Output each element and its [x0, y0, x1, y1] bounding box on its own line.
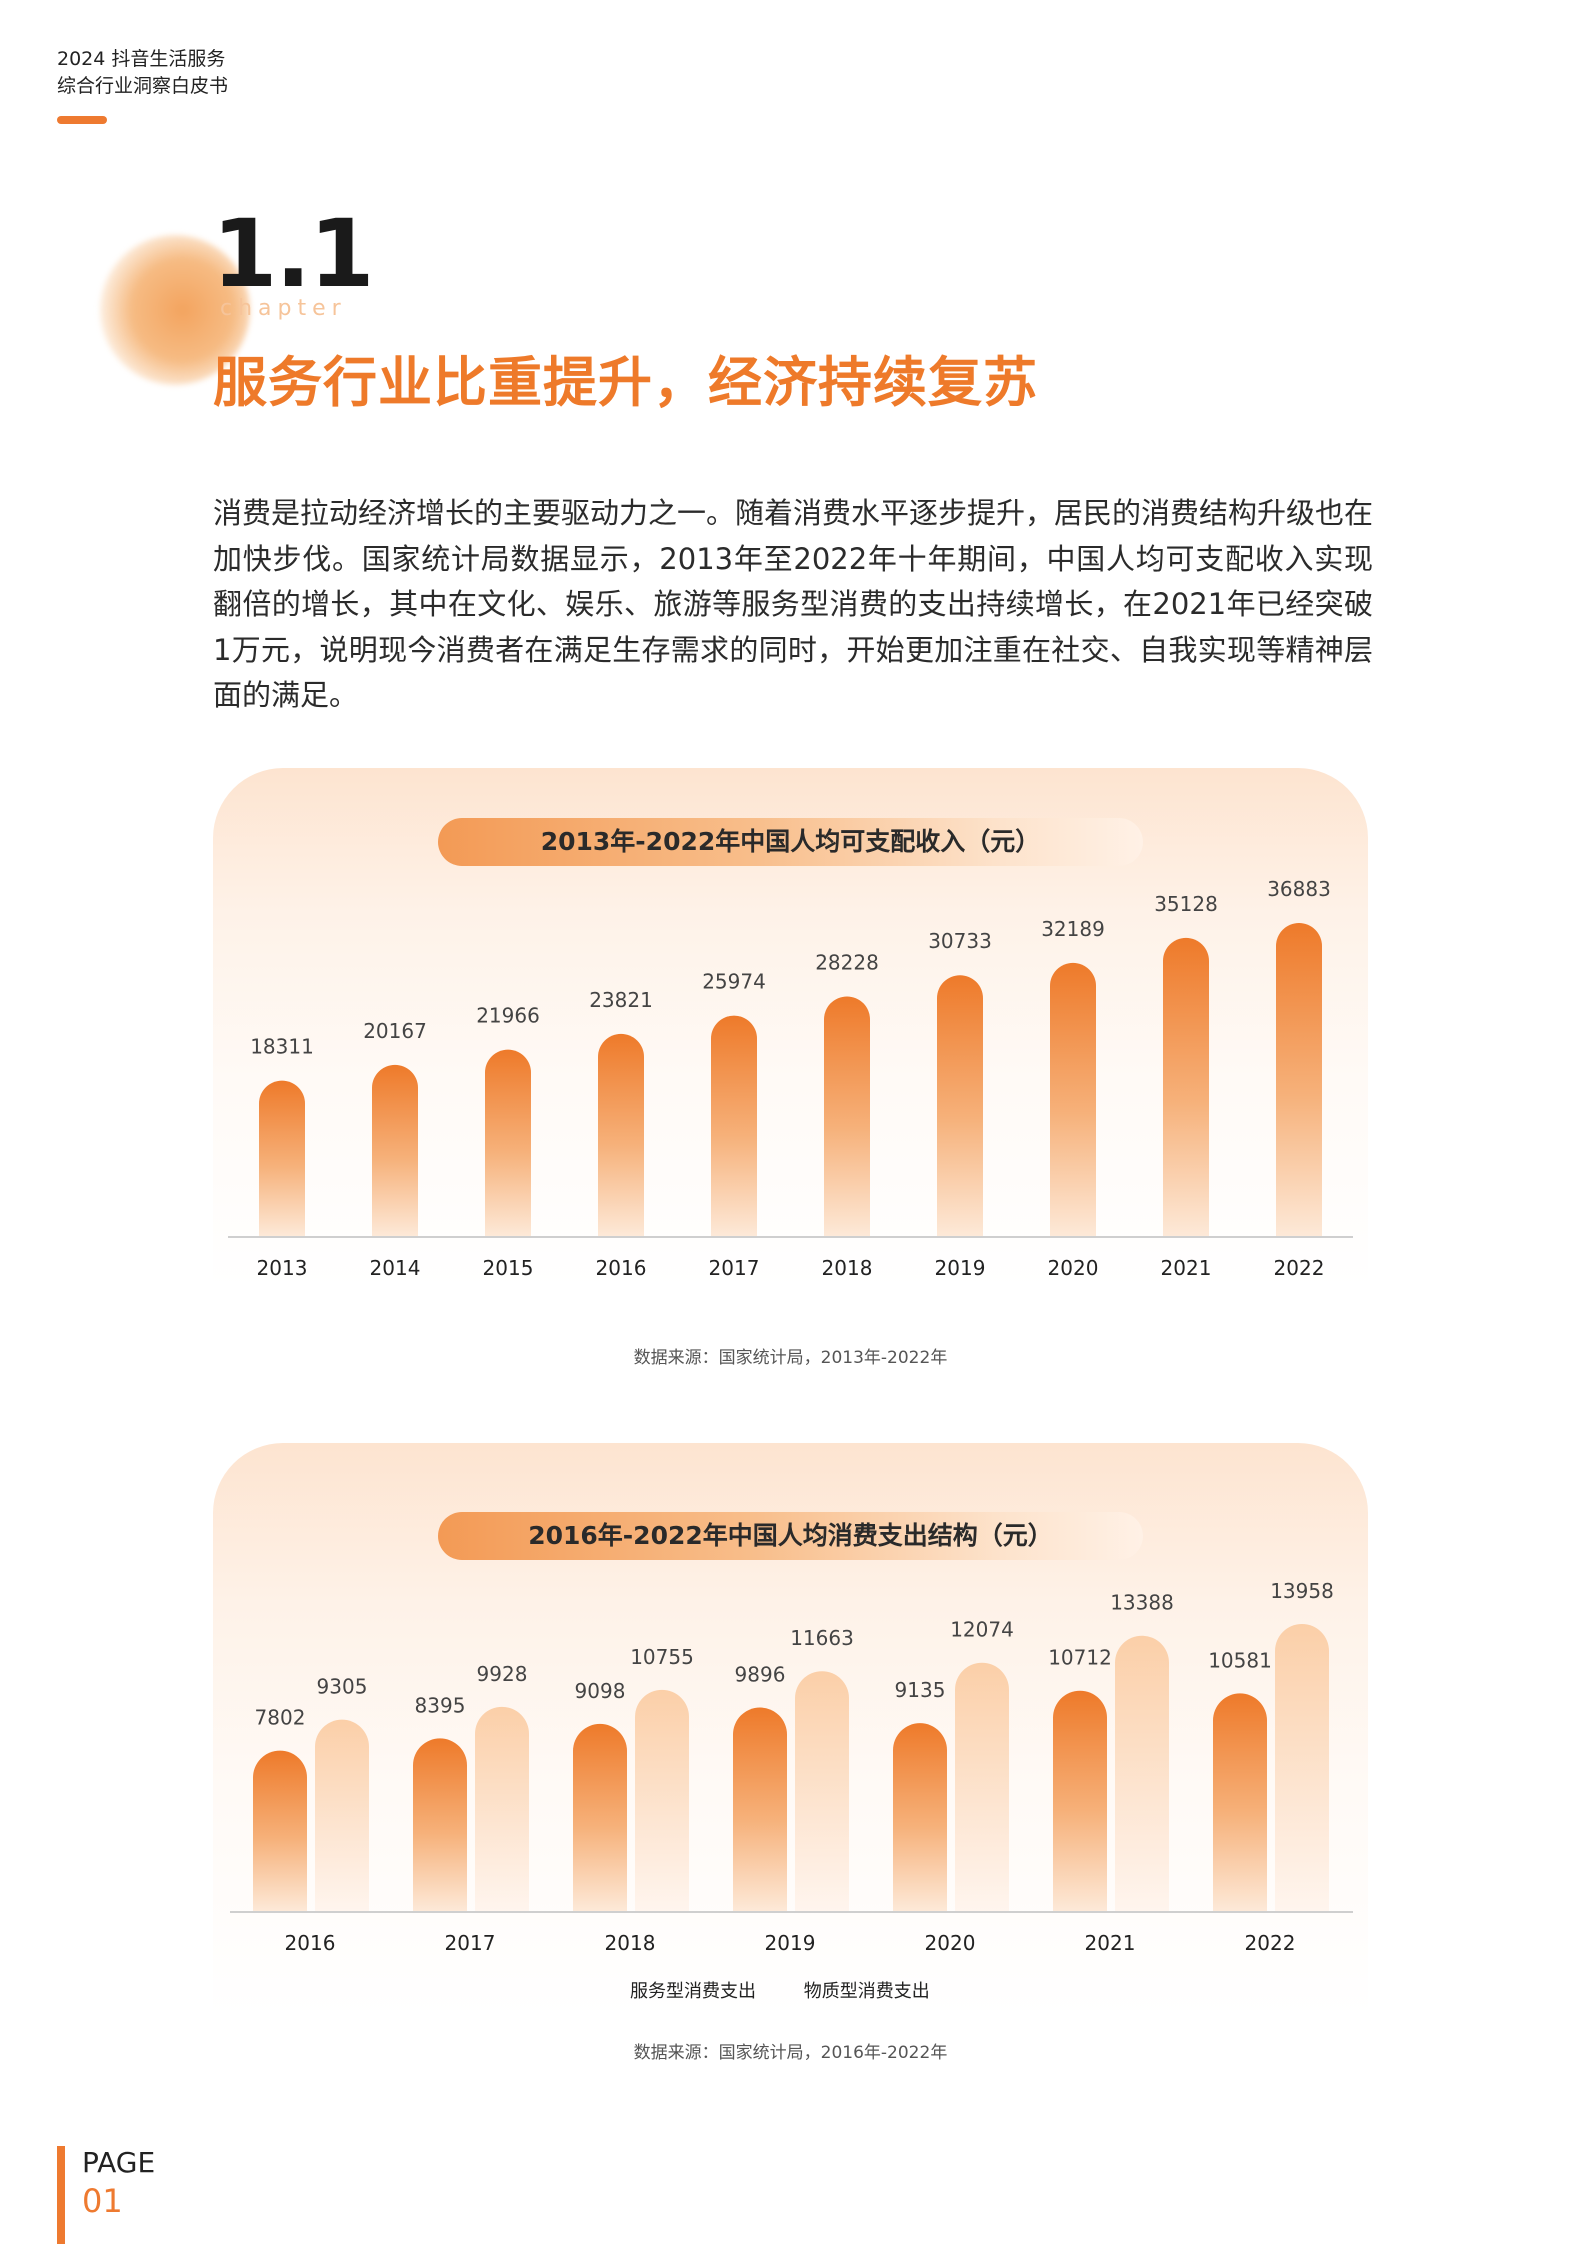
income-chart-source: 数据来源：国家统计局，2013年-2022年 [633, 1348, 948, 1368]
page-label: PAGE [82, 2146, 156, 2179]
income-year-label: 2021 [1161, 1256, 1212, 1280]
service-spend-bar [1053, 1690, 1107, 1911]
income-value-label: 21966 [476, 1004, 540, 1028]
body-paragraph: 消费是拉动经济增长的主要驱动力之一。随着消费水平逐步提升，居民的消费结构升级也在… [213, 496, 1374, 712]
income-bar [1163, 937, 1209, 1236]
income-bar [1276, 923, 1322, 1236]
income-year-label: 2019 [935, 1256, 986, 1280]
material-value-label: 10755 [630, 1645, 694, 1669]
consumption-year-label: 2022 [1245, 1931, 1296, 1955]
material-value-label: 12074 [950, 1618, 1014, 1642]
decorative-orb [100, 235, 250, 385]
material-spend-bar [635, 1689, 689, 1911]
material-value-label: 11663 [790, 1626, 854, 1650]
income-bar [1050, 962, 1096, 1236]
service-value-label: 9098 [575, 1679, 626, 1703]
material-spend-bar [1115, 1635, 1169, 1911]
income-value-label: 25974 [702, 970, 766, 994]
page-accent-bar [57, 2146, 65, 2244]
income-year-label: 2017 [709, 1256, 760, 1280]
income-bar [598, 1033, 644, 1236]
material-spend-bar [1275, 1624, 1329, 1911]
service-spend-bar [893, 1723, 947, 1911]
material-value-label: 13388 [1110, 1591, 1174, 1615]
income-bar [259, 1080, 305, 1236]
income-value-label: 35128 [1154, 892, 1218, 916]
service-value-label: 9896 [735, 1663, 786, 1687]
consumption-year-label: 2020 [925, 1931, 976, 1955]
header-line-1: 2024 抖音生活服务 [57, 48, 226, 70]
service-value-label: 9135 [895, 1678, 946, 1702]
chapter-number: 1.1 [212, 200, 375, 309]
material-spend-bar [955, 1662, 1009, 1911]
income-year-label: 2020 [1048, 1256, 1099, 1280]
page-number: 01 [82, 2182, 123, 2220]
income-value-label: 23821 [589, 988, 653, 1012]
legend-service: 服务型消费支出 [630, 1981, 756, 2002]
income-year-label: 2022 [1274, 1256, 1325, 1280]
material-value-label: 9305 [317, 1675, 368, 1699]
service-spend-bar [413, 1738, 467, 1911]
consumption-year-label: 2019 [765, 1931, 816, 1955]
service-spend-bar [1213, 1693, 1267, 1911]
service-value-label: 7802 [255, 1706, 306, 1730]
material-value-label: 13958 [1270, 1579, 1334, 1603]
income-value-label: 36883 [1267, 877, 1331, 901]
service-spend-bar [253, 1750, 307, 1911]
income-year-label: 2016 [596, 1256, 647, 1280]
header-accent-bar [57, 116, 107, 124]
income-year-label: 2015 [483, 1256, 534, 1280]
income-bar [937, 975, 983, 1236]
consumption-year-label: 2021 [1085, 1931, 1136, 1955]
service-value-label: 10712 [1048, 1646, 1112, 1670]
income-year-label: 2014 [370, 1256, 421, 1280]
income-year-label: 2013 [257, 1256, 308, 1280]
income-value-label: 18311 [250, 1035, 314, 1059]
material-spend-bar [315, 1719, 369, 1911]
consumption-chart-source: 数据来源：国家统计局，2016年-2022年 [633, 2043, 948, 2063]
chapter-word: chapter [220, 296, 347, 321]
service-spend-bar [733, 1707, 787, 1911]
material-value-label: 9928 [477, 1662, 528, 1686]
consumption-year-label: 2017 [445, 1931, 496, 1955]
consumption-year-label: 2018 [605, 1931, 656, 1955]
income-value-label: 28228 [815, 950, 879, 974]
income-bar [711, 1015, 757, 1236]
income-value-label: 20167 [363, 1019, 427, 1043]
income-chart-title: 2013年-2022年中国人均可支配收入（元） [438, 818, 1143, 866]
income-bar [824, 996, 870, 1236]
income-bar [485, 1049, 531, 1236]
material-spend-bar [475, 1706, 529, 1911]
material-spend-bar [795, 1671, 849, 1911]
consumption-chart-title: 2016年-2022年中国人均消费支出结构（元） [438, 1512, 1143, 1560]
consumption-legend: 服务型消费支出 物质型消费支出 [630, 1977, 972, 2003]
header-line-2: 综合行业洞察白皮书 [57, 75, 229, 97]
service-value-label: 8395 [415, 1693, 466, 1717]
service-value-label: 10581 [1208, 1648, 1272, 1672]
consumption-year-label: 2016 [285, 1931, 336, 1955]
income-year-label: 2018 [822, 1256, 873, 1280]
section-title: 服务行业比重提升，经济持续复苏 [213, 351, 1038, 414]
service-spend-bar [573, 1723, 627, 1911]
income-value-label: 32189 [1041, 917, 1105, 941]
income-bar [372, 1064, 418, 1236]
income-value-label: 30733 [928, 929, 992, 953]
document-header: 2024 抖音生活服务 综合行业洞察白皮书 [57, 46, 228, 100]
legend-material: 物质型消费支出 [803, 1981, 930, 2002]
